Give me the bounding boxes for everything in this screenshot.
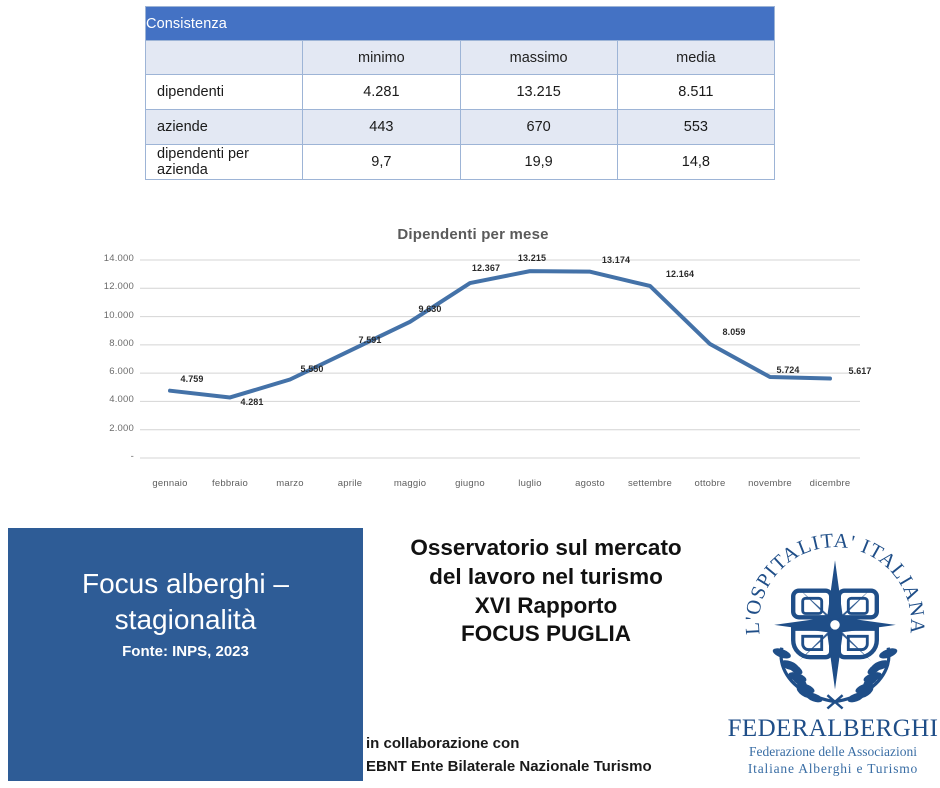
chart-data-label: 5.550 [300, 363, 324, 374]
chart-data-label: 12.367 [471, 263, 501, 274]
collaboration-line2: EBNT Ente Bilaterale Nazionale Turismo [366, 757, 652, 775]
table-title-row: Consistenza [145, 6, 775, 41]
row-label: aziende [144, 109, 304, 145]
row-label: dipendenti [144, 74, 304, 110]
table-row: dipendenti per azienda 9,7 19,9 14,8 [144, 144, 776, 180]
headline-line3: XVI Rapporto [474, 592, 618, 618]
chart-data-label: 9.630 [418, 303, 442, 314]
cell-minimo: 443 [302, 109, 461, 145]
cell-media: 553 [616, 109, 776, 145]
headline-line4: FOCUS PUGLIA [460, 621, 631, 647]
chart-y-tick-label: 10.000 [103, 309, 134, 321]
chart-y-tick-label: 8.000 [109, 337, 134, 349]
headline-column: Osservatorio sul mercato del lavoro nel … [366, 526, 726, 784]
chart-x-tick-label: marzo [276, 478, 304, 489]
table-row: dipendenti 4.281 13.215 8.511 [144, 74, 776, 110]
headline-line2: del lavoro nel turismo [429, 563, 663, 589]
chart-data-label: 7.591 [358, 334, 382, 345]
cell-media: 14,8 [616, 144, 776, 180]
chart-x-tick-label: gennaio [152, 478, 188, 489]
chart-data-label: 12.164 [665, 268, 695, 279]
chart-x-tick-label: maggio [393, 478, 427, 489]
table-header-blank [144, 40, 304, 75]
chart-y-tick-label: 12.000 [103, 281, 134, 293]
chart-data-label: 13.215 [517, 253, 547, 264]
chart-x-tick-label: novembre [748, 478, 792, 489]
chart-y-tick-label: - [130, 451, 134, 462]
chart-x-tick-label: febbraio [212, 478, 248, 489]
focus-panel-line2: stagionalità [114, 604, 257, 636]
focus-panel-source: Fonte: INPS, 2023 [122, 642, 249, 660]
hospitality-emblem-icon: L'OSPITALITA' ITALIANA [740, 528, 930, 718]
chart-plot-area [78, 250, 868, 478]
chart-y-tick-label: 2.000 [109, 422, 134, 434]
focus-panel-line1: Focus alberghi – [81, 568, 289, 599]
chart-x-tick-label: dicembre [809, 478, 851, 489]
chart-y-tick-label: 14.000 [103, 253, 134, 264]
headline-line1: Osservatorio sul mercato [410, 535, 682, 560]
consistenza-table-container: Consistenza minimo massimo media dipende… [144, 6, 776, 180]
focus-panel: Focus alberghi – stagionalità Fonte: INP… [8, 528, 363, 781]
footer-band: Focus alberghi – stagionalità Fonte: INP… [0, 520, 940, 788]
consistenza-table: Consistenza minimo massimo media dipende… [144, 6, 776, 180]
table-row: aziende 443 670 553 [144, 109, 776, 145]
table-header-massimo: massimo [459, 40, 618, 75]
chart-y-tick-label: 4.000 [109, 394, 134, 406]
cell-massimo: 13.215 [459, 74, 618, 110]
chart-x-tick-label: aprile [337, 478, 363, 489]
federalberghi-logo: L'OSPITALITA' ITALIANA [726, 528, 940, 784]
chart-container: Dipendenti per mese - 2.000 4.000 6.000 8.00… [78, 222, 872, 507]
chart-data-label: 5.724 [776, 365, 800, 376]
table-header-media: media [616, 40, 776, 75]
chart-x-tick-label: agosto [575, 478, 605, 489]
chart-data-label: 4.281 [240, 397, 264, 408]
chart-series-line [168, 269, 832, 400]
chart-data-label: 13.174 [601, 254, 631, 265]
chart-data-label: 4.759 [180, 373, 204, 384]
cell-media: 8.511 [616, 74, 776, 110]
logo-name: FEDERALBERGHI [727, 715, 939, 742]
table-header-row: minimo massimo media [144, 40, 776, 75]
table-header-minimo: minimo [302, 40, 461, 75]
collaboration-block: in collaborazione con EBNT Ente Bilatera… [366, 733, 726, 778]
chart-x-tick-label: settembre [627, 478, 673, 489]
row-label: dipendenti per azienda [144, 144, 304, 180]
report-headline: Osservatorio sul mercato del lavoro nel … [366, 526, 726, 649]
table-title: Consistenza [145, 6, 775, 41]
chart-y-tick-label: 6.000 [109, 366, 134, 378]
logo-subtitle-2: Italiane Alberghi e Turismo [747, 761, 919, 776]
chart-svg [140, 259, 860, 459]
chart-x-tick-label: luglio [518, 478, 542, 489]
chart-x-tick-label: ottobre [694, 478, 726, 489]
chart-data-label: 8.059 [722, 327, 746, 338]
cell-massimo: 19,9 [459, 144, 618, 180]
collaboration-line1: in collaborazione con [366, 735, 520, 752]
cell-minimo: 4.281 [302, 74, 461, 110]
cell-massimo: 670 [459, 109, 618, 145]
chart-data-label: 5.617 [848, 365, 872, 376]
chart-x-tick-label: giugno [455, 478, 485, 489]
logo-subtitle-1: Federazione delle Associazioni [749, 744, 917, 759]
cell-minimo: 9,7 [302, 144, 461, 180]
chart-title: Dipendenti per mese [397, 226, 549, 243]
